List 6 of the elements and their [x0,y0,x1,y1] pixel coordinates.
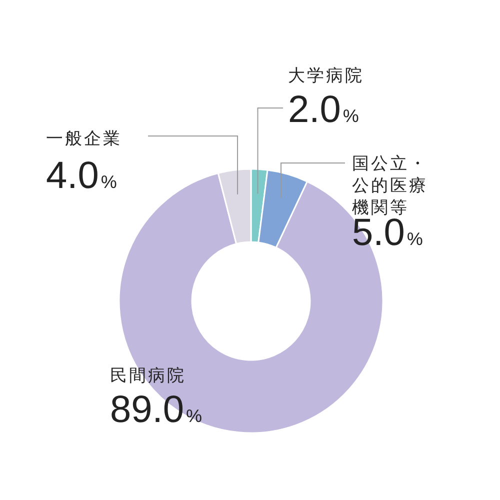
slice-label: 大学病院 [288,66,364,85]
data-label: 89.0% [110,389,202,431]
data-label: 2.0% [288,89,359,131]
data-label: 4.0% [46,155,117,197]
slice-label: 民間病院 [110,366,186,385]
slice-label: 一般企業 [46,129,122,148]
